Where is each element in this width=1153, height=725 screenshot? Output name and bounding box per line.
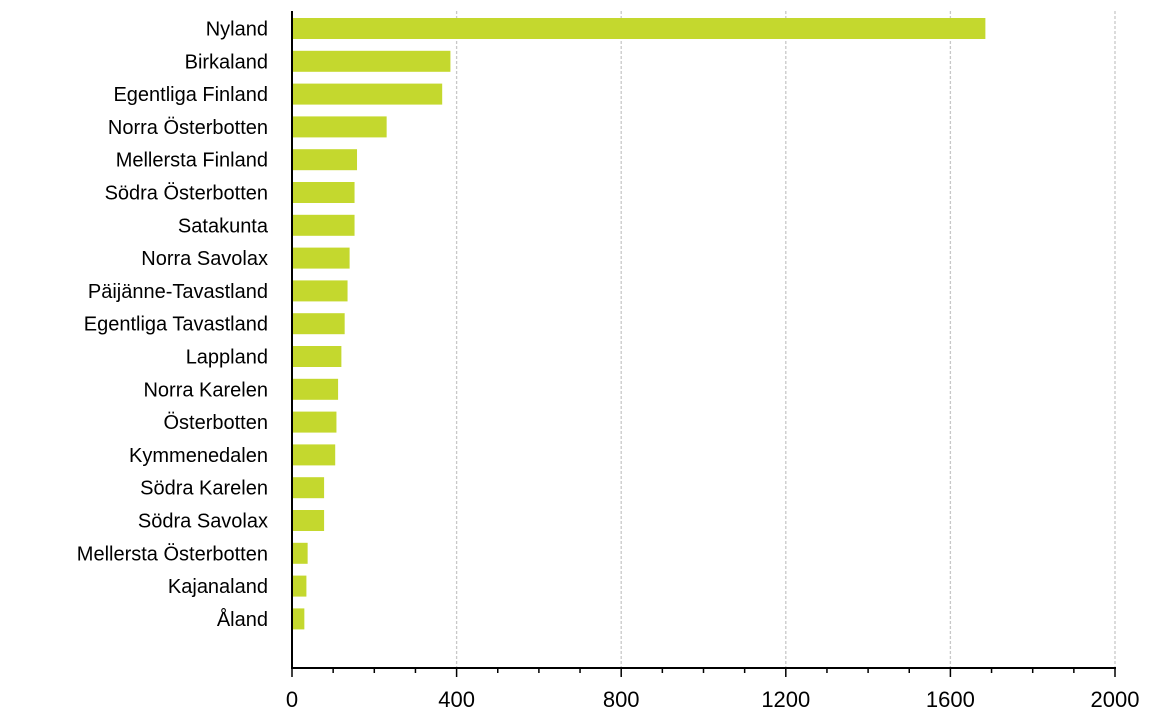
bars-layer [292,18,986,630]
x-tick-label: 1200 [761,687,810,712]
category-label: Norra Savolax [141,248,268,270]
bar-2 [292,50,451,72]
category-label: Norra Österbotten [108,117,268,139]
bar-16 [292,510,325,531]
bar-18 [292,575,307,597]
category-label: Satakunta [178,215,269,237]
category-label: Kymmenedalen [129,445,268,467]
category-label: Södra Österbotten [105,183,268,205]
x-tick-label: 800 [603,687,640,712]
bar-11 [292,346,342,367]
category-label: Nyland [206,19,268,41]
category-label: Päijänne-Tavastland [88,281,268,303]
x-tick-label: 2000 [1091,687,1140,712]
category-label: Södra Savolax [138,511,268,533]
tick-labels: 0 400 800 1200 1600 2000 [286,687,1140,712]
bar-1 [292,18,986,39]
category-label: Egentliga Tavastland [84,314,268,336]
bar-6 [292,182,355,203]
bar-14 [292,444,336,466]
category-label: Lappland [186,347,268,369]
bar-13 [292,411,337,433]
bar-4 [292,116,387,138]
x-tick-label: 0 [286,687,298,712]
bar-12 [292,378,339,400]
bar-17 [292,542,308,564]
bar-15 [292,477,325,499]
category-label: Egentliga Finland [113,84,268,106]
axis-layer [291,11,1116,677]
category-label: Åland [217,608,268,631]
category-label: Österbotten [163,412,268,434]
bar-5 [292,149,358,171]
category-label: Södra Karelen [140,478,268,500]
bar-9 [292,280,348,302]
category-label: Kajanaland [168,576,268,598]
bar-3 [292,83,443,105]
x-tick-label: 400 [438,687,475,712]
x-tick-label: 1600 [926,687,975,712]
category-labels: Nyland Birkaland Egentliga Finland Norra Ös… [77,19,269,631]
grid-layer [455,11,1116,668]
category-label: Norra Karelen [143,379,268,401]
category-label: Birkaland [185,51,268,73]
category-label: Mellersta Finland [116,150,268,172]
bar-19 [292,608,305,630]
bar-7 [292,214,355,236]
bar-8 [292,247,350,269]
bar-10 [292,313,345,335]
category-label: Mellersta Österbotten [77,543,268,565]
